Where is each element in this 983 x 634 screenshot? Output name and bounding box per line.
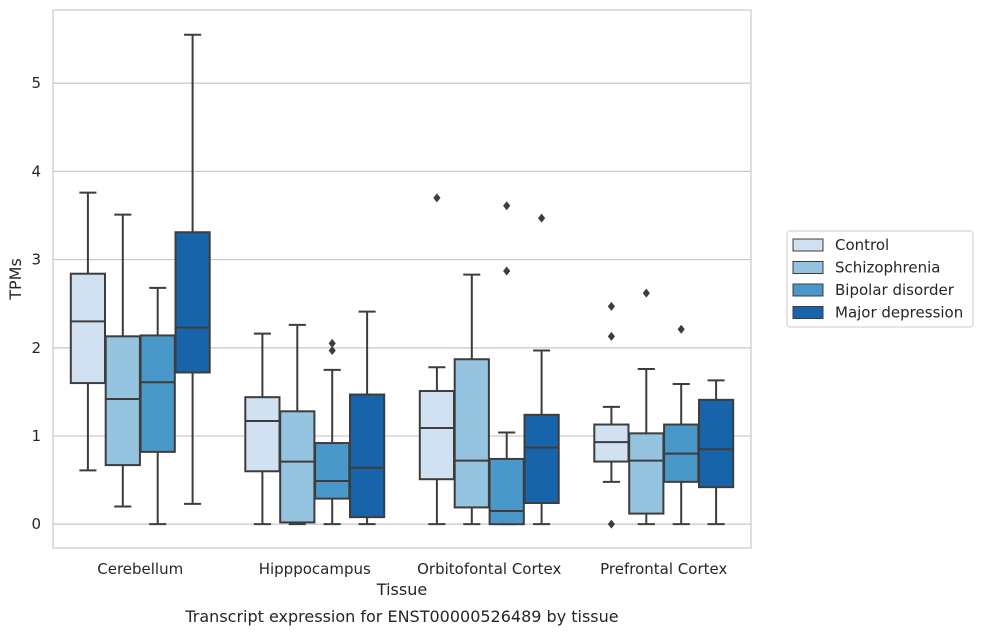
- legend-item: Schizophrenia: [792, 259, 940, 277]
- legend-swatch: [792, 306, 824, 319]
- box-iqr: [628, 432, 665, 515]
- legend-item: Major depression: [792, 304, 963, 322]
- legend-swatch: [792, 261, 824, 274]
- box-prefrontal-cortex: [697, 379, 735, 526]
- series-major-depression: [174, 33, 735, 526]
- box-hipppocampus: [244, 332, 281, 526]
- box-iqr: [314, 442, 351, 500]
- box-orbitofontal-cortex: [488, 201, 525, 526]
- box-iqr: [418, 390, 456, 481]
- legend-frame: [786, 230, 974, 328]
- y-tick-label: 3: [31, 251, 41, 269]
- box-prefrontal-cortex: [663, 324, 700, 526]
- box-hipppocampus: [279, 323, 316, 526]
- outlier-point: [607, 331, 615, 341]
- box-orbitofontal-cortex: [523, 213, 560, 526]
- y-axis-ticks: 0 1 2 3 4 5: [31, 74, 41, 533]
- box-cerebellum: [69, 191, 107, 472]
- y-tick-label: 0: [31, 515, 41, 533]
- chart-caption: Transcript expression for ENST0000052648…: [184, 607, 618, 626]
- plot-frame: [52, 9, 752, 549]
- outlier-point: [503, 266, 511, 276]
- outlier-point: [328, 345, 336, 355]
- legend-label: Schizophrenia: [835, 259, 940, 277]
- box-iqr: [697, 398, 735, 489]
- box-iqr: [174, 231, 211, 374]
- outlier-point: [677, 324, 685, 334]
- box-series: [69, 33, 735, 529]
- legend-label: Bipolar disorder: [835, 281, 955, 299]
- outlier-point: [538, 213, 546, 223]
- box-orbitofontal-cortex: [418, 193, 456, 526]
- outlier-point: [503, 201, 511, 211]
- box-cerebellum: [139, 286, 176, 526]
- legend-label: Major depression: [835, 304, 963, 322]
- legend: Control Schizophrenia Bipolar disorder Majo…: [786, 230, 974, 328]
- legend-item: Control: [792, 236, 889, 254]
- x-tick-label: Prefrontal Cortex: [600, 560, 727, 578]
- y-tick-label: 5: [31, 74, 41, 92]
- box-iqr: [139, 334, 176, 453]
- y-tick-label: 2: [31, 339, 41, 357]
- y-tick-label: 4: [31, 162, 41, 180]
- legend-swatch: [792, 238, 824, 252]
- y-axis-title: TPMs: [6, 258, 25, 301]
- box-hipppocampus: [314, 338, 351, 526]
- outlier-point: [642, 288, 650, 298]
- box-iqr: [523, 413, 560, 505]
- legend-item: Bipolar disorder: [792, 281, 955, 299]
- x-tick-label: Orbitofontal Cortex: [417, 560, 561, 578]
- box-iqr: [348, 393, 386, 519]
- box-iqr: [279, 410, 316, 524]
- box-iqr: [69, 272, 107, 385]
- box-iqr: [488, 457, 525, 526]
- box-iqr: [104, 335, 141, 467]
- y-tick-label: 1: [31, 427, 41, 445]
- box-cerebellum: [174, 33, 211, 505]
- series-bipolar-disorder: [139, 201, 700, 526]
- box-cerebellum: [104, 213, 141, 508]
- series-control: [69, 191, 630, 529]
- x-axis-title: Tissue: [376, 580, 427, 599]
- box-prefrontal-cortex: [628, 288, 665, 526]
- legend-label: Control: [835, 236, 889, 254]
- box-orbitofontal-cortex: [453, 273, 490, 526]
- x-tick-label: Cerebellum: [97, 560, 183, 578]
- x-tick-label: Hipppocampus: [259, 560, 371, 578]
- box-iqr: [453, 358, 490, 509]
- legend-swatch: [792, 283, 824, 297]
- outlier-point: [433, 193, 441, 203]
- box-hipppocampus: [348, 310, 386, 526]
- series-schizophrenia: [104, 213, 665, 526]
- x-axis-ticks: Cerebellum Hipppocampus Orbitofontal Corte…: [97, 560, 727, 578]
- outlier-point: [607, 519, 615, 529]
- outlier-point: [328, 338, 336, 348]
- outlier-point: [607, 301, 615, 311]
- box-iqr: [244, 396, 281, 473]
